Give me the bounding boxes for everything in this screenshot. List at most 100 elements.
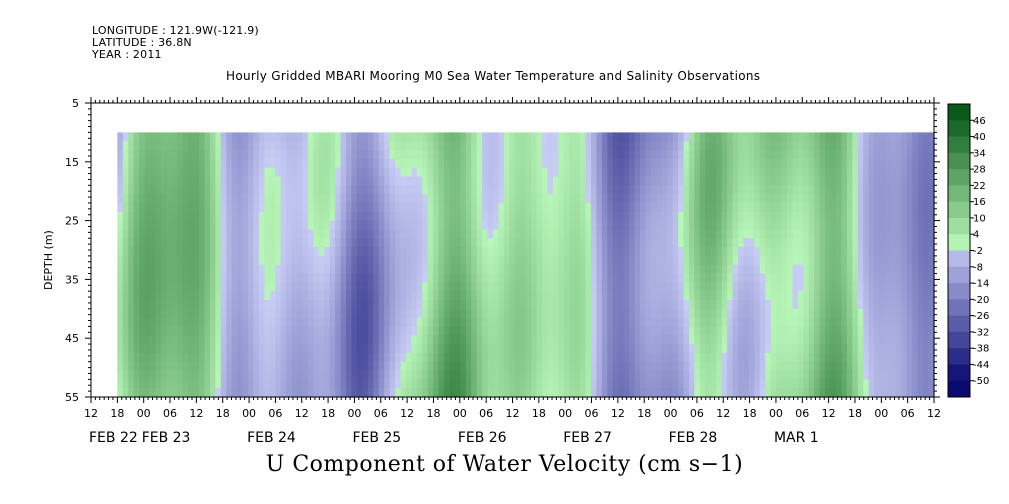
heat-cell	[389, 291, 396, 301]
heat-cell	[656, 194, 663, 204]
heat-cell	[727, 132, 734, 142]
heat-cell	[683, 238, 690, 248]
heat-cell	[819, 291, 826, 301]
heat-cell	[280, 176, 287, 186]
heat-cell	[716, 335, 723, 345]
heat-cell	[258, 167, 265, 178]
heat-cell	[754, 132, 761, 142]
heat-cell	[569, 158, 576, 169]
heat-cell	[384, 299, 391, 310]
heat-cell	[640, 211, 647, 222]
heat-cell	[814, 202, 821, 213]
heat-cell	[596, 150, 603, 160]
heat-cell	[351, 247, 358, 257]
heat-cell	[340, 282, 347, 292]
heat-cell	[661, 150, 668, 160]
heat-cell	[906, 150, 913, 160]
heat-cell	[160, 211, 167, 222]
heat-cell	[797, 176, 804, 186]
heat-cell	[346, 167, 353, 178]
heat-cell	[215, 158, 222, 169]
heat-cell	[792, 308, 799, 319]
heat-cell	[705, 229, 712, 239]
heat-cell	[340, 194, 347, 204]
heat-cell	[901, 185, 908, 195]
heat-cell	[237, 220, 244, 231]
heat-cell	[144, 247, 151, 257]
heat-cell	[667, 326, 674, 336]
heat-cell	[574, 211, 581, 222]
heat-cell	[258, 176, 265, 186]
heat-cell	[683, 388, 690, 398]
heat-cell	[808, 132, 815, 142]
heat-cell	[629, 317, 636, 328]
heat-cell	[346, 150, 353, 160]
heat-cell	[525, 291, 532, 301]
heat-cell	[373, 291, 380, 301]
heat-cell	[438, 352, 445, 363]
heat-cell	[874, 185, 881, 195]
heat-cell	[808, 185, 815, 195]
heat-cell	[531, 220, 538, 231]
heat-cell	[356, 282, 363, 292]
heat-cell	[705, 150, 712, 160]
heat-cell	[836, 317, 843, 328]
heat-cell	[596, 220, 603, 231]
heat-cell	[427, 220, 434, 231]
heat-cell	[868, 132, 875, 142]
heat-cell	[895, 167, 902, 178]
heat-cell	[444, 229, 451, 239]
heat-cell	[819, 255, 826, 266]
heat-cell	[781, 211, 788, 222]
heat-cell	[144, 273, 151, 283]
heat-cell	[269, 141, 276, 151]
heat-cell	[302, 273, 309, 283]
heat-cell	[188, 220, 195, 231]
heat-cell	[128, 229, 135, 239]
heat-cell	[307, 282, 314, 292]
heat-cell	[318, 194, 325, 204]
heat-cell	[476, 352, 483, 363]
heat-cell	[264, 220, 271, 231]
heat-cell	[204, 167, 211, 178]
heat-cell	[384, 211, 391, 222]
heat-cell	[139, 194, 146, 204]
heat-cell	[906, 194, 913, 204]
heat-cell	[346, 308, 353, 319]
heat-cell	[411, 211, 418, 222]
heat-cell	[378, 158, 385, 169]
heat-cell	[895, 282, 902, 292]
heat-cell	[166, 132, 173, 142]
heat-cell	[335, 273, 342, 283]
heat-cell	[144, 335, 151, 345]
heat-cell	[209, 229, 216, 239]
heat-cell	[188, 194, 195, 204]
heat-cell	[248, 282, 255, 292]
heat-cell	[400, 255, 407, 266]
heat-cell	[487, 202, 494, 213]
heat-cell	[661, 308, 668, 319]
heat-cell	[454, 176, 461, 186]
heat-cell	[672, 273, 679, 283]
heat-cell	[629, 352, 636, 363]
heat-cell	[650, 326, 657, 336]
heat-cell	[895, 211, 902, 222]
heat-cell	[264, 317, 271, 328]
heat-cell	[743, 229, 750, 239]
heat-cell	[400, 299, 407, 310]
heat-cell	[727, 370, 734, 380]
heat-cell	[242, 132, 249, 142]
heat-cell	[264, 361, 271, 372]
heat-cell	[487, 141, 494, 151]
heat-cell	[209, 167, 216, 178]
heat-cell	[498, 282, 505, 292]
heat-cell	[759, 150, 766, 160]
heat-cell	[209, 264, 216, 275]
heat-cell	[591, 388, 598, 398]
heat-cell	[552, 238, 559, 248]
heat-cell	[819, 335, 826, 345]
heat-cell	[258, 388, 265, 398]
heat-cell	[133, 229, 140, 239]
heat-cell	[171, 388, 178, 398]
heat-cell	[144, 141, 151, 151]
